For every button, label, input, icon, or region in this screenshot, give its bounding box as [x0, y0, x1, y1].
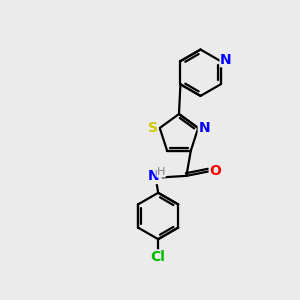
Text: H: H: [157, 167, 165, 177]
Text: N: N: [198, 121, 210, 135]
Text: Cl: Cl: [151, 250, 166, 264]
Text: O: O: [209, 164, 221, 178]
Text: N: N: [220, 52, 232, 67]
Text: S: S: [148, 121, 158, 135]
Text: N: N: [148, 169, 160, 184]
